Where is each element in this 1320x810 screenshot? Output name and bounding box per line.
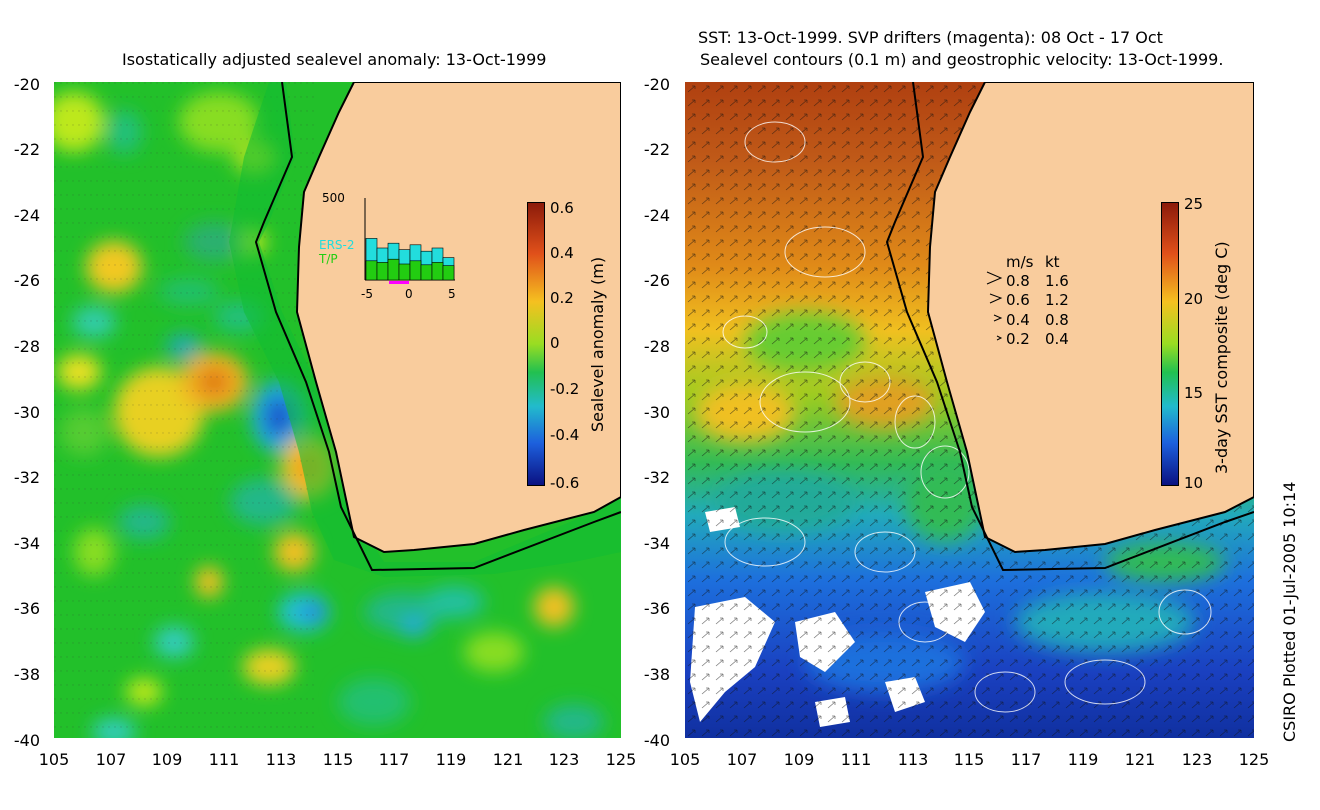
- right-y-tick: -26: [643, 271, 670, 290]
- left-x-tick: 119: [435, 750, 467, 769]
- sst-colorbar-tick: 10: [1184, 474, 1204, 492]
- left-y-tick: -26: [13, 271, 40, 290]
- sealevel-colorbar-tick: -0.6: [550, 474, 580, 492]
- left-x-tick: 123: [548, 750, 580, 769]
- sealevel-colorbar-tick: -0.4: [550, 426, 580, 444]
- velocity-legend-ms: 0.4: [1006, 311, 1030, 329]
- inset-tp-bar: [409, 260, 422, 281]
- right-x-tick: 113: [897, 750, 929, 769]
- inset-drifter-period: [389, 281, 409, 284]
- sst-field: [685, 82, 1254, 738]
- sealevel-colorbar: [527, 202, 545, 486]
- left-y-tick: -34: [13, 534, 40, 553]
- plotted-timestamp: CSIRO Plotted 01-Jul-2005 10:14: [1280, 481, 1299, 742]
- inset-tp-bar: [431, 262, 444, 281]
- right-y-tick: -38: [643, 665, 670, 684]
- sst-map: [685, 82, 1254, 738]
- velocity-legend-arrows: [986, 271, 1003, 341]
- inset-legend-tp: T/P: [319, 252, 338, 266]
- australia-land-sst: [926, 82, 1254, 554]
- left-y-tick: -40: [13, 731, 40, 750]
- velocity-legend-kt: 1.6: [1045, 272, 1069, 290]
- right-y-tick: -36: [643, 599, 670, 618]
- sealevel-colorbar-tick: 0.4: [550, 244, 574, 262]
- right-y-tick: -32: [643, 468, 670, 487]
- right-x-tick: 121: [1124, 750, 1156, 769]
- right-title-line1: SST: 13-Oct-1999. SVP drifters (magenta)…: [698, 28, 1163, 47]
- left-x-tick: 113: [265, 750, 297, 769]
- inset-tp-bar: [420, 264, 433, 281]
- right-y-tick: -20: [643, 75, 670, 94]
- velocity-legend-kt: 1.2: [1045, 291, 1069, 309]
- right-y-tick: -28: [643, 337, 670, 356]
- right-x-tick: 123: [1181, 750, 1213, 769]
- inset-x-tick: 0: [405, 287, 413, 301]
- inset-x-tick: 5: [448, 287, 456, 301]
- right-x-tick: 117: [1010, 750, 1042, 769]
- left-y-tick: -24: [13, 206, 40, 225]
- velocity-legend-ms: 0.6: [1006, 291, 1030, 309]
- right-x-tick: 115: [953, 750, 985, 769]
- left-x-tick: 107: [95, 750, 127, 769]
- left-x-tick: 117: [378, 750, 410, 769]
- left-y-tick: -32: [13, 468, 40, 487]
- right-y-tick: -24: [643, 206, 670, 225]
- inset-tp-bar: [376, 262, 389, 281]
- left-y-tick: -20: [13, 75, 40, 94]
- left-y-tick: -22: [13, 140, 40, 159]
- right-y-tick: -34: [643, 534, 670, 553]
- sealevel-colorbar-tick: -0.2: [550, 380, 580, 398]
- right-y-tick: -22: [643, 140, 670, 159]
- velocity-legend-header-kt: kt: [1045, 253, 1060, 271]
- right-y-tick: -30: [643, 403, 670, 422]
- inset-y-top-tick: 500: [322, 191, 345, 205]
- velocity-legend-ms: 0.8: [1006, 272, 1030, 290]
- sealevel-colorbar-label: Sealevel anomaly (m): [588, 256, 607, 432]
- velocity-legend-kt: 0.8: [1045, 311, 1069, 329]
- inset-legend-ers2: ERS-2: [319, 238, 355, 252]
- sst-colorbar-tick: 15: [1184, 384, 1204, 402]
- left-title: Isostatically adjusted sealevel anomaly:…: [122, 50, 547, 69]
- inset-tp-bar: [442, 265, 455, 281]
- altimeter-inset-histogram: [364, 198, 455, 284]
- inset-x-tick: -5: [361, 287, 373, 301]
- right-x-tick: 111: [840, 750, 872, 769]
- left-x-tick: 111: [208, 750, 240, 769]
- sealevel-colorbar-tick: 0.6: [550, 199, 574, 217]
- left-x-tick: 121: [492, 750, 524, 769]
- right-x-tick: 109: [783, 750, 815, 769]
- right-title-line2: Sealevel contours (0.1 m) and geostrophi…: [700, 50, 1224, 69]
- sealevel-colorbar-tick: 0: [550, 334, 560, 352]
- velocity-legend-header-ms: m/s: [1006, 253, 1034, 271]
- inset-tp-bar: [365, 260, 378, 281]
- right-x-tick: 119: [1067, 750, 1099, 769]
- left-y-tick: -38: [13, 665, 40, 684]
- left-y-tick: -36: [13, 599, 40, 618]
- left-x-tick: 125: [605, 750, 637, 769]
- inset-tp-bar: [398, 263, 411, 281]
- velocity-legend-kt: 0.4: [1045, 330, 1069, 348]
- sst-colorbar-label: 3-day SST composite (deg C): [1212, 241, 1231, 474]
- right-x-tick: 105: [669, 750, 701, 769]
- sealevel-colorbar-tick: 0.2: [550, 289, 574, 307]
- left-y-tick: -30: [13, 403, 40, 422]
- sst-colorbar: [1161, 202, 1179, 486]
- sst-colorbar-tick: 25: [1184, 195, 1204, 213]
- inset-tp-bar: [387, 258, 400, 281]
- left-y-tick: -28: [13, 337, 40, 356]
- left-x-tick: 115: [322, 750, 354, 769]
- left-x-tick: 105: [38, 750, 70, 769]
- right-x-tick: 125: [1238, 750, 1270, 769]
- velocity-legend-ms: 0.2: [1006, 330, 1030, 348]
- left-x-tick: 109: [151, 750, 183, 769]
- right-y-tick: -40: [643, 731, 670, 750]
- sst-colorbar-tick: 20: [1184, 290, 1204, 308]
- right-x-tick: 107: [726, 750, 758, 769]
